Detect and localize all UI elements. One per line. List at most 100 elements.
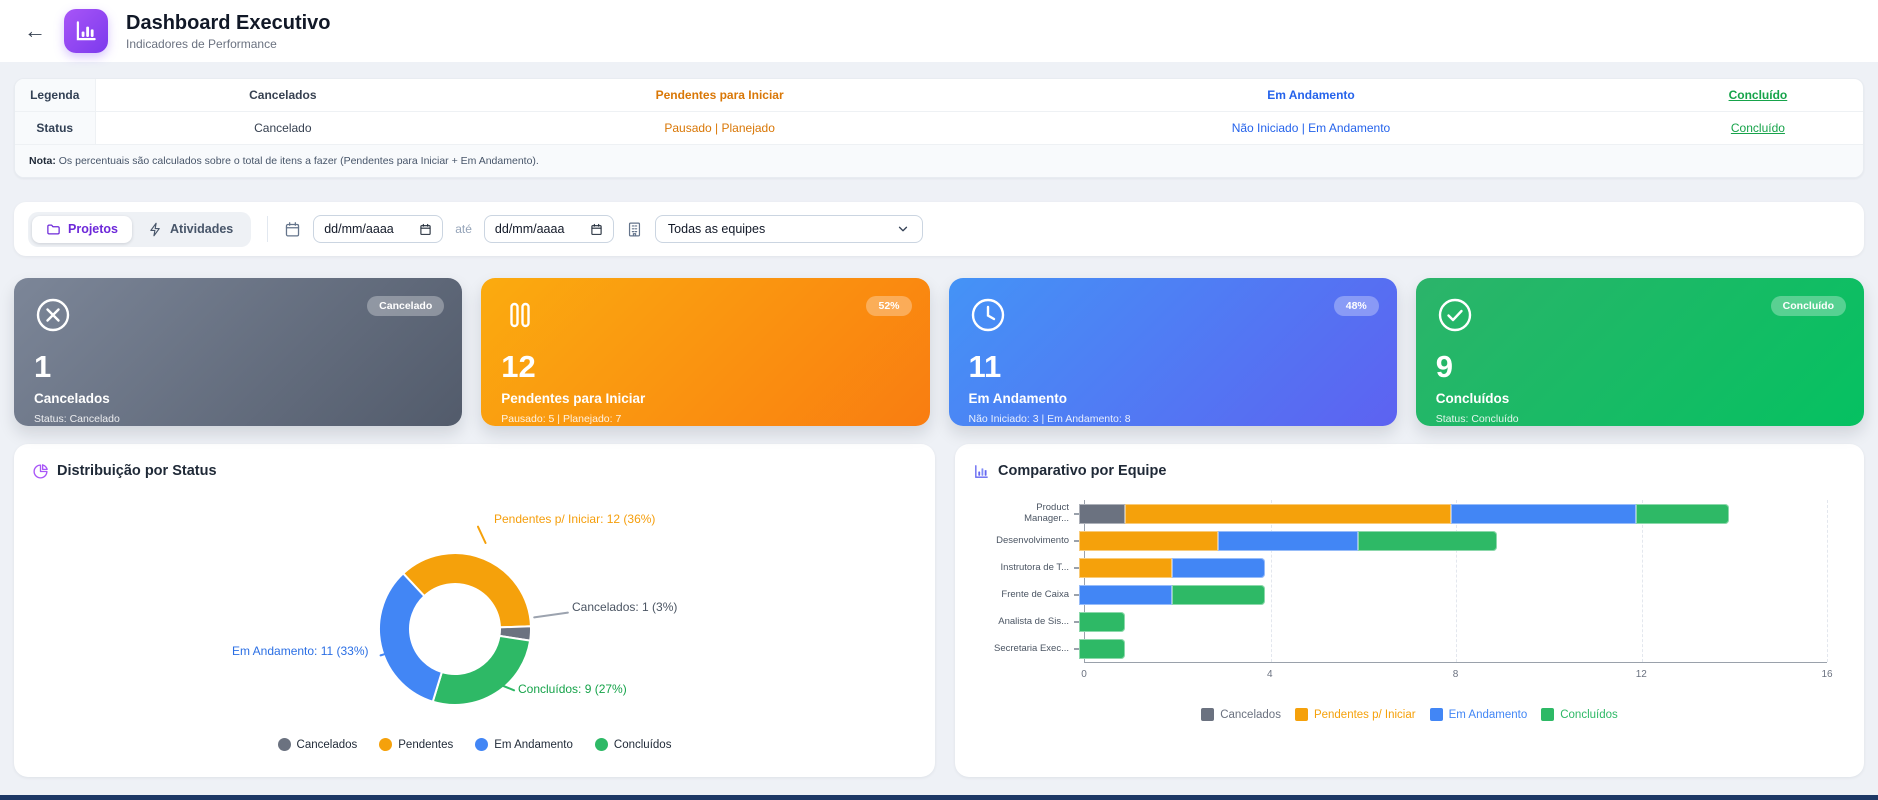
bar-segment-pendentes-p-iniciar[interactable] (1079, 531, 1219, 551)
header: ← Dashboard Executivo Indicadores de Per… (0, 0, 1878, 62)
card-title: Comparativo por Equipe (973, 460, 1846, 482)
team-select[interactable]: Todas as equipes (654, 215, 923, 243)
date-picker-icon[interactable] (419, 223, 432, 236)
bar-category-label: Desenvolvimento (996, 534, 1069, 546)
legend-cell-cancelados: Cancelados (95, 79, 471, 112)
grid-line (1456, 500, 1457, 662)
kpi-label: Pendentes para Iniciar (501, 391, 646, 406)
x-tick-label: 12 (1635, 669, 1647, 680)
folder-icon (47, 224, 60, 234)
bar-track (1079, 504, 1822, 524)
team-select-value: Todas as equipes (667, 222, 766, 236)
bar-row: Desenvolvimento (973, 531, 1846, 551)
axis-tick-mark (1074, 513, 1079, 515)
status-cell-cancelado: Cancelado (95, 111, 471, 145)
donut-slice-pendentes-p-iniciar[interactable] (401, 552, 532, 629)
bar-segment-cancelados[interactable] (1079, 504, 1126, 524)
legend-label: Cancelados (1220, 708, 1281, 721)
status-row: Status Cancelado Pausado | Planejado Não… (15, 111, 1863, 145)
legend-swatch (277, 738, 291, 751)
kpi-card-concluidos: Concluído 9 Concluídos Status: Concluído (1415, 278, 1864, 426)
legend-label: Concluídos (613, 738, 672, 751)
bar-chart-icon (975, 464, 988, 478)
bar-segment-conclu-dos[interactable] (1636, 504, 1730, 524)
bar-segment-conclu-dos[interactable] (1079, 612, 1126, 632)
calendar-icon (286, 221, 300, 237)
donut-chart: Pendentes p/ Iniciar: 12 (36%) Cancelado… (32, 484, 917, 730)
note-label: Nota: (29, 155, 56, 167)
date-to-field[interactable]: dd/mm/aaaa (483, 215, 614, 243)
donut-legend: Cancelados Pendentes Em Andamento Concluído… (32, 738, 917, 751)
bar-track (1079, 585, 1822, 605)
bar-row: Product Manager... (973, 502, 1846, 524)
bar-segment-em-andamento[interactable] (1218, 531, 1358, 551)
bar-segment-pendentes-p-iniciar[interactable] (1079, 558, 1172, 578)
bar-segment-pendentes-p-iniciar[interactable] (1125, 504, 1451, 524)
bar-row: Frente de Caixa (973, 585, 1846, 605)
kpi-card-cancelados: Cancelado 1 Cancelados Status: Cancelado (14, 278, 463, 426)
kpi-sub: Status: Concluído (1435, 413, 1519, 425)
legend-label: Pendentes (398, 738, 454, 751)
legend-item-cancelados[interactable]: Cancelados (277, 738, 357, 751)
bar-chart-title: Comparativo por Equipe (998, 463, 1167, 479)
date-picker-icon[interactable] (590, 223, 603, 236)
donut-svg (378, 552, 532, 706)
legend-item-pendentes-p-iniciar[interactable]: Pendentes p/ Iniciar (1294, 708, 1416, 721)
donut-slice-conclu-dos[interactable] (431, 634, 532, 706)
legend-swatch (1541, 708, 1555, 721)
bar-segment-em-andamento[interactable] (1450, 504, 1637, 524)
legend-cell-pendentes: Pendentes para Iniciar (470, 79, 970, 112)
donut-chart-title: Distribuição por Status (57, 463, 217, 479)
donut-slice-em-andamento[interactable] (378, 572, 444, 703)
filter-bar: Projetos Atividades dd/mm/aaaa até dd/mm… (14, 202, 1864, 256)
grid-lines (1084, 500, 1828, 663)
donut-callout-cancelados: Cancelados: 1 (3%) (572, 600, 678, 614)
row-header-status: Status (15, 111, 96, 145)
kpi-value: 12 (501, 349, 536, 384)
status-cell-concluido[interactable]: Concluído (1652, 111, 1863, 145)
tab-projetos[interactable]: Projetos (32, 215, 133, 243)
legend-table: Legenda Cancelados Pendentes para Inicia… (15, 79, 1863, 145)
leader-line (477, 525, 487, 545)
percent-badge: 52% (866, 296, 912, 316)
page-title: Dashboard Executivo (126, 11, 331, 34)
note-text: Os percentuais são calculados sobre o to… (58, 155, 539, 167)
donut-callout-concluidos: Concluídos: 9 (27%) (518, 682, 627, 696)
axis-tick-mark (1074, 648, 1079, 650)
legend-item-em-andamento[interactable]: Em Andamento (475, 738, 573, 751)
tab-atividades[interactable]: Atividades (134, 216, 247, 243)
legend-item-em-andamento[interactable]: Em Andamento (1429, 708, 1527, 721)
legend-cell-concluido[interactable]: Concluído (1652, 79, 1863, 112)
x-tick-label: 0 (1081, 669, 1087, 680)
bar-category-label: Product Manager... (1024, 502, 1069, 524)
page-subtitle: Indicadores de Performance (126, 36, 277, 51)
bar-category-label: Frente de Caixa (1001, 588, 1069, 600)
bar-row: Instrutora de T... (973, 558, 1846, 578)
legend-item-cancelados[interactable]: Cancelados (1201, 708, 1281, 721)
bars-chart: Product Manager... Desenvolvimento Instrut… (973, 500, 1846, 682)
bar-segment-em-andamento[interactable] (1171, 558, 1265, 578)
card-title: Distribuição por Status (32, 460, 917, 482)
x-tick-label: 4 (1266, 669, 1273, 680)
bar-track (1079, 558, 1822, 578)
legend-item-conclu-dos[interactable]: Concluídos (594, 738, 672, 751)
bottom-accent-bar (0, 795, 1878, 800)
bar-segment-conclu-dos[interactable] (1171, 585, 1265, 605)
view-toggle: Projetos Atividades (28, 211, 252, 247)
legend-item-pendentes[interactable]: Pendentes (379, 738, 453, 751)
date-from-field[interactable]: dd/mm/aaaa (313, 215, 444, 243)
donut-callout-andamento: Em Andamento: 11 (33%) (232, 644, 369, 658)
row-header-legenda: Legenda (15, 79, 96, 112)
bar-segment-em-andamento[interactable] (1079, 585, 1172, 605)
legend-item-conclu-dos[interactable]: Concluídos (1541, 708, 1618, 721)
x-tick-label: 8 (1452, 669, 1459, 680)
bar-category-label: Secretaria Exec... (994, 642, 1069, 654)
grid-line (1827, 500, 1828, 662)
check-circle-icon (1438, 298, 1471, 332)
bar-segment-conclu-dos[interactable] (1079, 639, 1126, 659)
divider (267, 216, 269, 242)
back-arrow-icon[interactable]: ← (24, 18, 46, 43)
donut-callout-pendentes: Pendentes p/ Iniciar: 12 (36%) (494, 512, 656, 526)
bar-segment-conclu-dos[interactable] (1357, 531, 1497, 551)
